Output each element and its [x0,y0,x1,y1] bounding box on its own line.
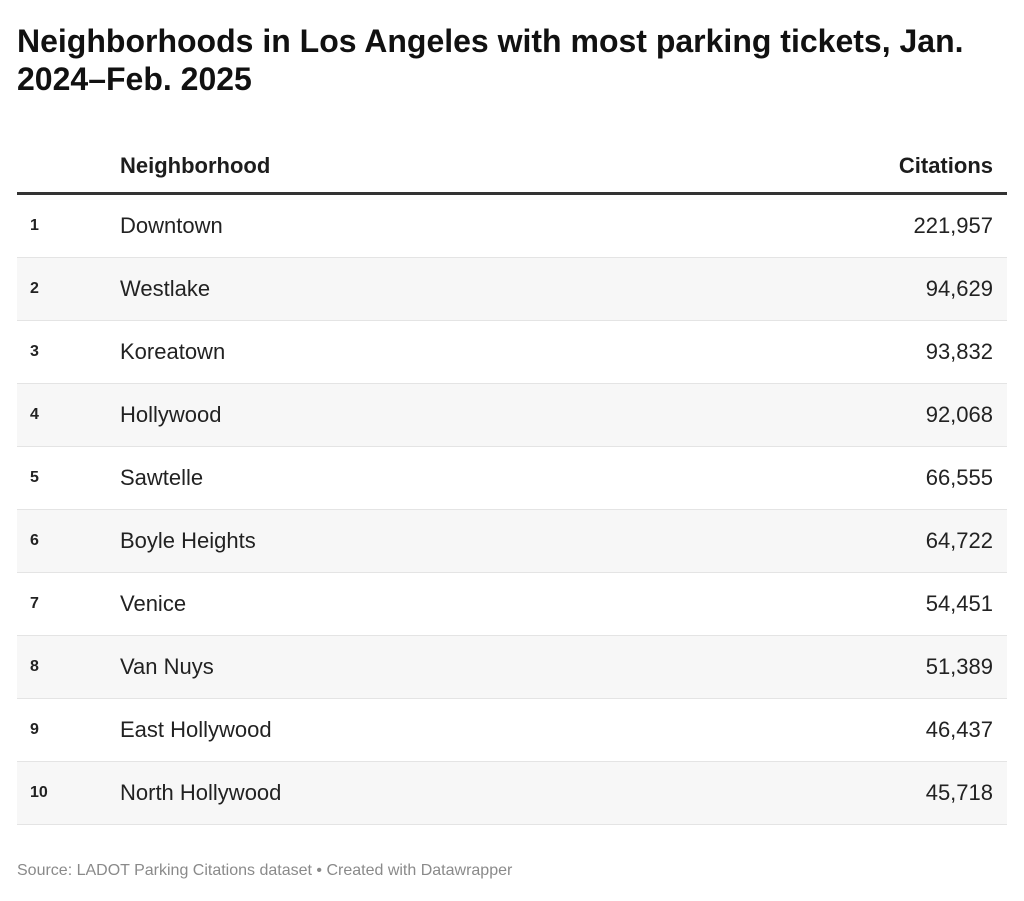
citations-cell: 51,389 [651,635,1007,699]
rank-cell: 4 [17,383,120,447]
table-row: 7 Venice 54,451 [17,572,1007,636]
table-row: 3 Koreatown 93,832 [17,320,1007,384]
table-row: 9 East Hollywood 46,437 [17,698,1007,762]
neighborhood-cell: Venice [120,572,652,636]
neighborhood-cell: Hollywood [120,383,652,447]
citations-cell: 92,068 [651,383,1007,447]
citations-cell: 94,629 [651,257,1007,321]
rank-cell: 8 [17,635,120,699]
citations-cell: 54,451 [651,572,1007,636]
table-row: 8 Van Nuys 51,389 [17,635,1007,699]
source-note: Source: LADOT Parking Citations dataset … [17,862,513,879]
neighborhood-cell: North Hollywood [120,761,652,825]
chart-title: Neighborhoods in Los Angeles with most p… [17,23,964,97]
citations-cell: 221,957 [651,193,1007,258]
rank-cell: 5 [17,446,120,510]
table-row: 1 Downtown 221,957 [17,193,1007,258]
citations-cell: 93,832 [651,320,1007,384]
rank-cell: 7 [17,572,120,636]
neighborhood-cell: Van Nuys [120,635,652,699]
neighborhood-cell: Westlake [120,257,652,321]
rank-cell: 10 [17,761,120,825]
table-row: 6 Boyle Heights 64,722 [17,509,1007,573]
neighborhood-cell: Boyle Heights [120,509,652,573]
table-row: 5 Sawtelle 66,555 [17,446,1007,510]
neighborhood-cell: East Hollywood [120,698,652,762]
table-row: 10 North Hollywood 45,718 [17,761,1007,825]
neighborhood-cell: Koreatown [120,320,652,384]
citations-cell: 46,437 [651,698,1007,762]
table-row: 2 Westlake 94,629 [17,257,1007,321]
citations-column-header: Citations [651,140,1007,195]
rank-column-header [17,140,120,195]
rank-cell: 6 [17,509,120,573]
citations-table: Neighborhood Citations 1 Downtown 221,957 2… [17,140,1007,825]
neighborhood-column-header: Neighborhood [120,140,652,195]
table-header-row: Neighborhood Citations [17,140,1007,195]
rank-cell: 9 [17,698,120,762]
neighborhood-cell: Downtown [120,193,652,258]
citations-cell: 66,555 [651,446,1007,510]
rank-cell: 1 [17,193,120,258]
rank-cell: 2 [17,257,120,321]
table-row: 4 Hollywood 92,068 [17,383,1007,447]
citations-cell: 45,718 [651,761,1007,825]
rank-cell: 3 [17,320,120,384]
neighborhood-cell: Sawtelle [120,446,652,510]
citations-cell: 64,722 [651,509,1007,573]
